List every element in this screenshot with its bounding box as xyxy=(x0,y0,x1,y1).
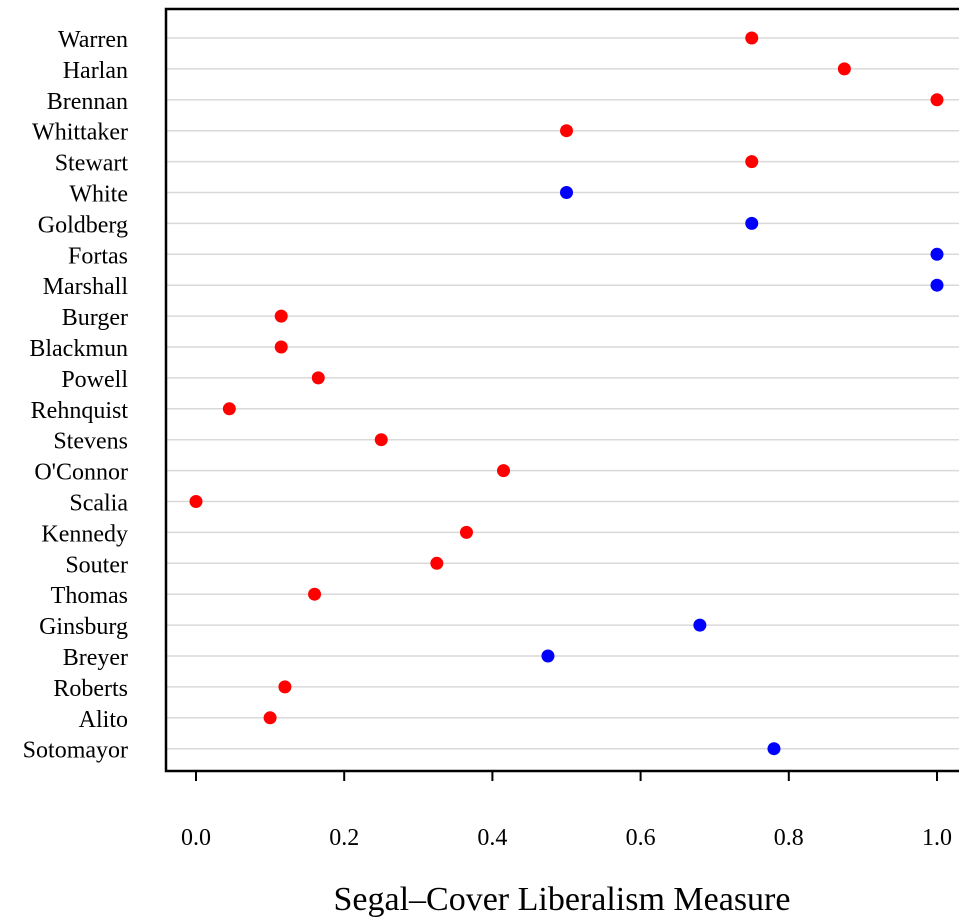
data-point xyxy=(311,371,325,385)
y-tick-label: Stevens xyxy=(53,429,128,455)
data-point xyxy=(222,402,236,416)
data-point xyxy=(930,93,944,107)
data-point xyxy=(263,711,277,725)
y-tick-label: Souter xyxy=(65,552,128,578)
x-tick-label: 0.0 xyxy=(181,825,211,851)
x-tick-label: 0.4 xyxy=(477,825,507,851)
y-tick-label: Sotomayor xyxy=(23,738,128,764)
x-tick-label: 1.0 xyxy=(922,825,952,851)
y-tick-label: Brennan xyxy=(47,89,128,115)
data-point xyxy=(745,31,759,45)
data-point xyxy=(189,495,203,508)
y-tick-label: Stewart xyxy=(55,151,129,177)
data-point xyxy=(497,464,511,478)
x-tick-label: 0.6 xyxy=(626,825,656,851)
x-tick-label: 0.2 xyxy=(329,825,359,851)
y-tick-label: Marshall xyxy=(43,274,129,300)
data-point xyxy=(560,186,573,199)
y-tick-label: Warren xyxy=(58,27,128,53)
plot-frame xyxy=(164,7,959,773)
data-point xyxy=(541,649,555,663)
y-tick-label: Burger xyxy=(62,305,128,331)
data-point xyxy=(274,340,288,354)
y-tick-label: O'Connor xyxy=(34,460,128,486)
data-point xyxy=(693,618,707,632)
x-axis: 0.0 0.2 0.4 0.6 0.8 1.0 xyxy=(181,771,952,851)
x-axis-title: Segal–Cover Liberalism Measure xyxy=(334,881,791,918)
data-point xyxy=(308,587,322,601)
y-tick-label: Harlan xyxy=(63,58,128,84)
data-point xyxy=(278,680,292,694)
data-point xyxy=(374,433,388,447)
y-tick-label: Breyer xyxy=(63,645,128,671)
data-point xyxy=(930,247,944,261)
y-tick-label: Powell xyxy=(61,367,128,393)
gridlines xyxy=(166,37,959,750)
y-tick-label: Alito xyxy=(79,707,128,733)
y-tick-label: Fortas xyxy=(68,243,128,269)
y-tick-label: Goldberg xyxy=(38,212,128,238)
y-tick-label: Blackmun xyxy=(29,336,128,362)
data-point xyxy=(430,556,444,570)
y-tick-label: White xyxy=(69,182,128,208)
data-point xyxy=(274,309,288,323)
y-tick-label: Roberts xyxy=(53,676,128,702)
y-tick-label: Whittaker xyxy=(32,120,128,146)
y-tick-label: Scalia xyxy=(69,491,128,517)
y-tick-label: Thomas xyxy=(51,583,128,609)
y-tick-label: Ginsburg xyxy=(39,614,128,640)
y-tick-label: Rehnquist xyxy=(31,398,129,424)
data-point xyxy=(767,742,781,756)
y-axis-labels: Warren Harlan Brennan Whittaker Stewart White… xyxy=(23,27,129,764)
data-point xyxy=(745,155,759,169)
data-point xyxy=(745,216,759,230)
y-tick-label: Kennedy xyxy=(41,521,128,547)
data-point xyxy=(459,525,473,539)
data-point xyxy=(560,124,573,138)
x-tick-label: 0.8 xyxy=(774,825,804,851)
data-points xyxy=(189,31,944,756)
data-point xyxy=(930,278,944,292)
data-point xyxy=(837,62,851,76)
